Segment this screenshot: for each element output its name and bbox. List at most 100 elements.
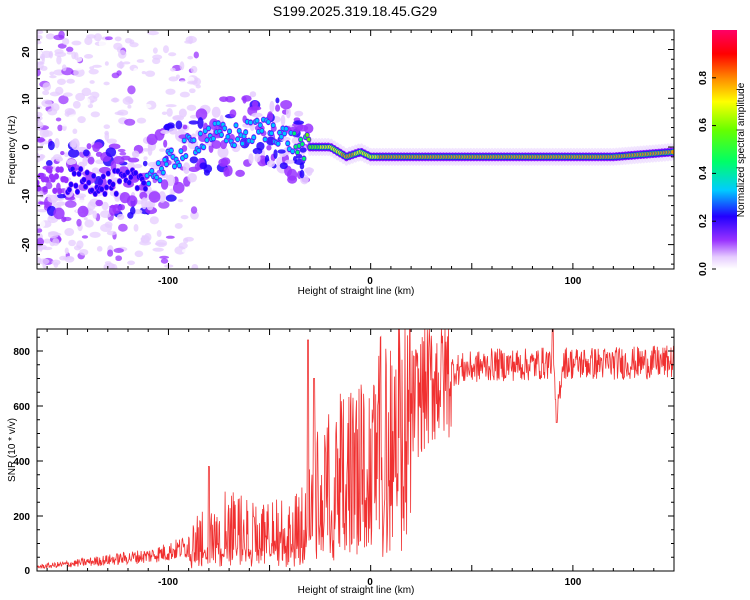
heatmap-blob [62,37,70,45]
spectrogram-xlabel: Height of straight line (km) [298,286,415,297]
spectrogram-ytick-label: 10 [21,93,32,105]
heatmap-blob [146,133,158,146]
heatmap-ridge-cell [279,134,284,139]
heatmap-blob [182,162,191,174]
heatmap-blob [90,111,100,118]
heatmap-blob [279,162,288,170]
heatmap-ridge-cell [125,170,130,175]
heatmap-blob [45,181,53,190]
heatmap-blob [133,67,139,76]
heatmap-blob [105,147,117,158]
heatmap-ridge-cell [86,180,91,185]
heatmap-blob [37,61,45,65]
heatmap-blob [203,169,210,176]
heatmap-blob [114,36,122,42]
heatmap-blob [269,100,275,113]
heatmap-ridge-cell [77,171,81,176]
heatmap-blob [114,196,121,202]
heatmap-blob [299,169,305,179]
colorbar-label: Normalized spectral amplitude [736,82,747,217]
heatmap-blob [89,231,101,238]
heatmap-ridge-cell [192,138,196,143]
heatmap-ridge-cell [298,137,303,142]
heatmap-blob [52,238,60,246]
heatmap-blob [84,36,93,46]
heatmap-blob [148,191,161,203]
heatmap-ridge-cell [284,126,288,131]
heatmap-blob [220,157,231,166]
snr-xtick-label: 100 [565,577,582,588]
heatmap-blob [37,138,46,142]
heatmap-blob [56,194,67,199]
heatmap-ridge-cell [108,180,112,185]
heatmap-blob [55,201,66,206]
heatmap-ridge-cell [198,131,203,136]
heatmap-blob [184,40,193,44]
heatmap-blob [188,120,199,125]
heatmap-blob [186,80,198,85]
heatmap-ridge-cell [285,141,290,146]
heatmap-blob [142,78,151,84]
heatmap-blob [127,104,132,109]
snr-xlabel: Height of straight line (km) [298,585,415,596]
heatmap-blob [42,246,53,251]
heatmap-blob [37,142,41,147]
heatmap-blob [89,66,95,70]
heatmap-blob [277,149,286,154]
heatmap-blob [155,140,164,146]
heatmap-blob [182,124,188,130]
heatmap-blob [159,148,166,152]
heatmap-ridge-cell [216,121,220,126]
snr-ticks [37,329,675,572]
heatmap-blob [98,39,108,48]
heatmap-blob [296,124,309,132]
heatmap-blob [85,98,91,106]
heatmap-blob [37,105,43,110]
heatmap-ridge-cell [670,150,674,155]
heatmap-blob [66,51,73,55]
heatmap-ridge-cell [133,171,138,176]
snr-ytick-label: 0 [24,566,30,577]
colorbar-ticks [712,77,716,270]
heatmap-ridge-cell [111,182,115,187]
heatmap-blob [190,65,198,74]
heatmap-blob [122,61,131,65]
heatmap-blob [285,107,291,119]
heatmap-blob [118,223,128,232]
heatmap-ridge-cell [277,130,282,135]
heatmap-blob [242,96,247,104]
heatmap-blob [139,240,152,246]
heatmap-blob [37,237,45,246]
heatmap-blob [64,228,75,237]
heatmap-ridge-cell [129,175,133,180]
heatmap-ridge-cell [227,129,232,134]
heatmap-ridge-cell [271,123,275,128]
colorbar-tick-label: 0.8 [698,71,709,85]
heatmap-blob [93,142,103,150]
heatmap-ridge-cell [146,181,151,186]
heatmap-blob [83,217,88,221]
heatmap-ridge-cell [211,136,216,141]
heatmap-blob [165,235,175,239]
heatmap-blob [143,156,148,161]
heatmap-blob [37,30,44,35]
heatmap-blob [115,255,123,262]
heatmap-blob [119,204,125,211]
spectrogram-xtick-label: 0 [367,276,373,287]
heatmap-blob [254,153,261,163]
heatmap-blob [37,34,43,40]
heatmap-ridge-cell [141,180,146,185]
heatmap-blob [145,70,156,77]
heatmap-ridge-cell [135,186,140,191]
heatmap-blob [81,87,92,97]
heatmap-blob [50,61,55,70]
heatmap-blob [76,199,87,204]
heatmap-blob [112,204,121,214]
heatmap-ridge-cell [51,177,55,182]
heatmap-ridge-cell [82,177,86,182]
heatmap-ridge-cell [248,120,253,125]
heatmap-ridge-cell [234,123,238,128]
heatmap-blob [131,150,140,158]
heatmap-blob [266,145,272,151]
heatmap-blob [168,76,179,82]
